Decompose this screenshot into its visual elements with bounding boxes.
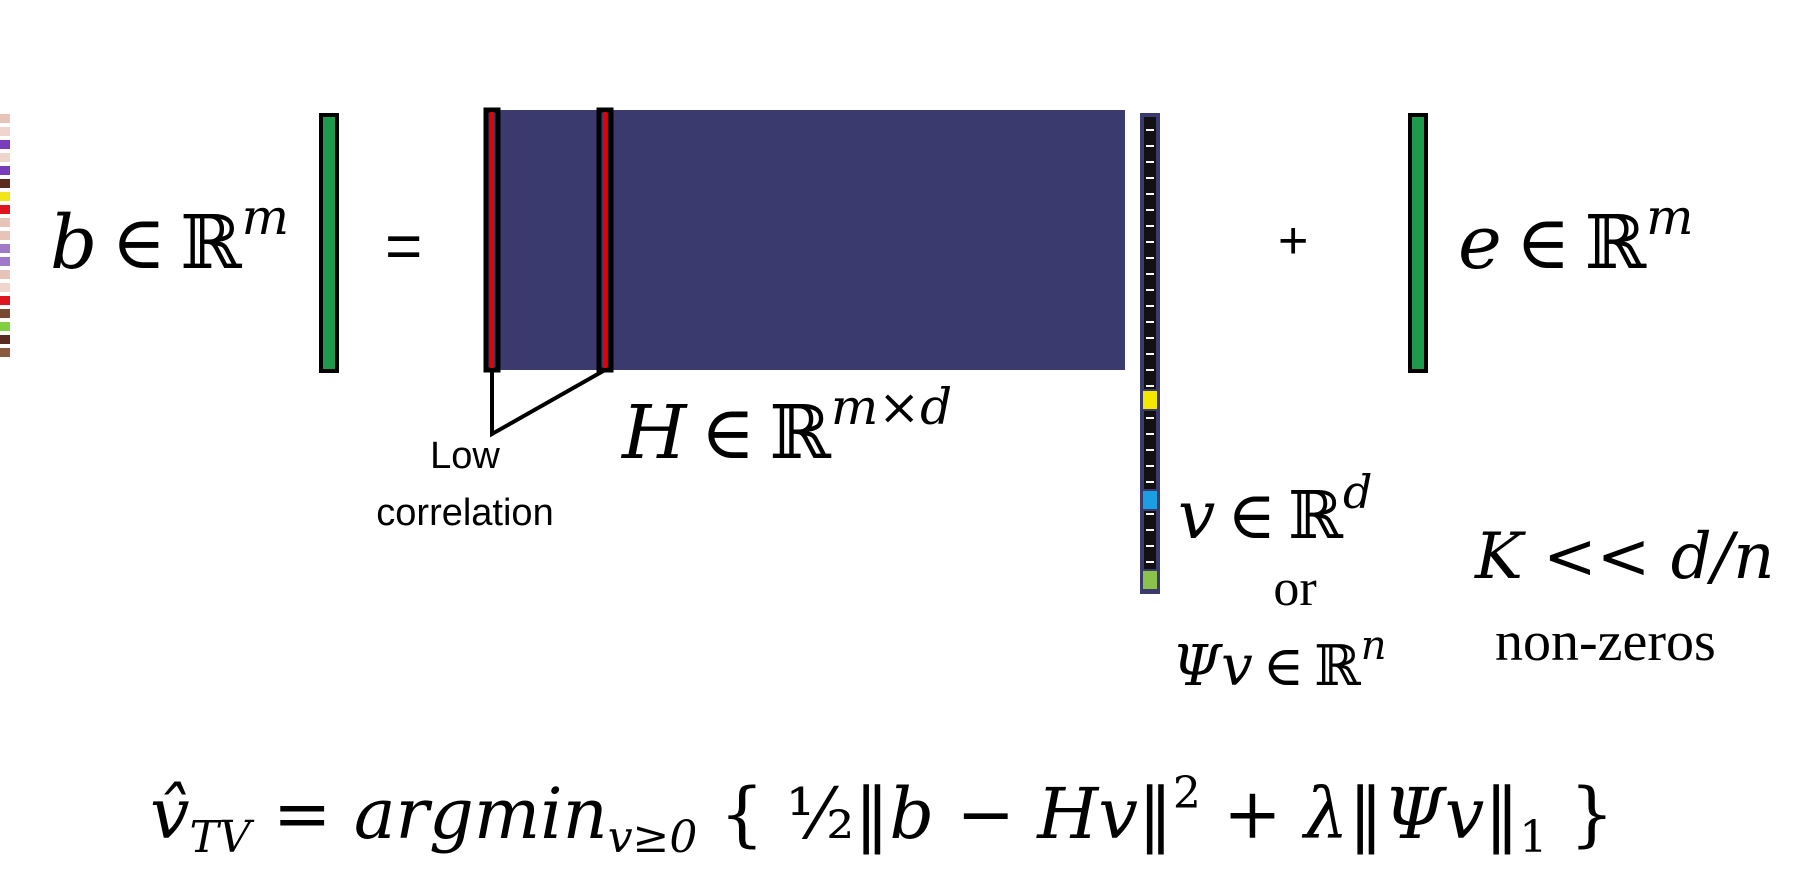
b-vector-bar xyxy=(319,113,339,373)
highlight-column-1-inner xyxy=(490,112,494,368)
v-nonzero-blue xyxy=(1141,489,1159,511)
matrix-cell xyxy=(0,231,10,240)
matrix-cell xyxy=(0,127,10,136)
matrix-cell xyxy=(0,179,10,188)
nonzeros-text: non-zeros xyxy=(1495,611,1716,673)
matrix-cell xyxy=(0,257,10,266)
matrix-cell xyxy=(0,335,10,344)
matrix-cell xyxy=(0,140,10,149)
v-nonzero-yellow xyxy=(1141,389,1159,411)
matrix-cell xyxy=(0,192,10,201)
matrix-H-cells xyxy=(0,114,10,357)
matrix-cell xyxy=(0,283,10,292)
annotation-correlation: correlation xyxy=(376,492,553,534)
tv-formula: v̂TV = argminv≥0 { ½‖b − Hv‖2 + λ‖Ψv‖1 } xyxy=(150,768,1614,863)
matrix-cell xyxy=(0,296,10,305)
matrix-cell xyxy=(0,309,10,318)
b-label: b ∈ ℝm xyxy=(50,188,289,286)
matrix-cell xyxy=(0,114,10,123)
matrix-H xyxy=(0,107,1125,373)
or-text: or xyxy=(1273,560,1316,617)
H-label: H ∈ ℝm×d xyxy=(620,378,952,476)
v-vector-ticks xyxy=(1146,129,1154,579)
K-condition: K << d/n xyxy=(1474,520,1775,594)
matrix-cell xyxy=(0,166,10,175)
matrix-cell xyxy=(0,205,10,214)
v-vector xyxy=(1140,113,1160,594)
annotation-low: Low xyxy=(430,435,500,477)
v-label: v ∈ ℝd xyxy=(1178,465,1372,554)
matrix-cell xyxy=(0,153,10,162)
low-correlation-connector xyxy=(490,368,606,438)
matrix-cell xyxy=(0,348,10,357)
matrix-cell xyxy=(0,218,10,227)
matrix-cell xyxy=(0,322,10,331)
plus-sign: + xyxy=(1278,212,1308,270)
equals-sign: = xyxy=(385,210,422,282)
matrix-cell xyxy=(0,270,10,279)
e-label: e ∈ ℝm xyxy=(1458,188,1694,286)
matrix-cell xyxy=(0,244,10,253)
v-nonzero-green xyxy=(1141,569,1159,591)
highlight-column-2-inner xyxy=(603,112,607,368)
psi-v-label: Ψv ∈ ℝn xyxy=(1172,623,1387,699)
e-vector-bar xyxy=(1408,113,1428,373)
matrix-H-background xyxy=(484,110,1125,370)
